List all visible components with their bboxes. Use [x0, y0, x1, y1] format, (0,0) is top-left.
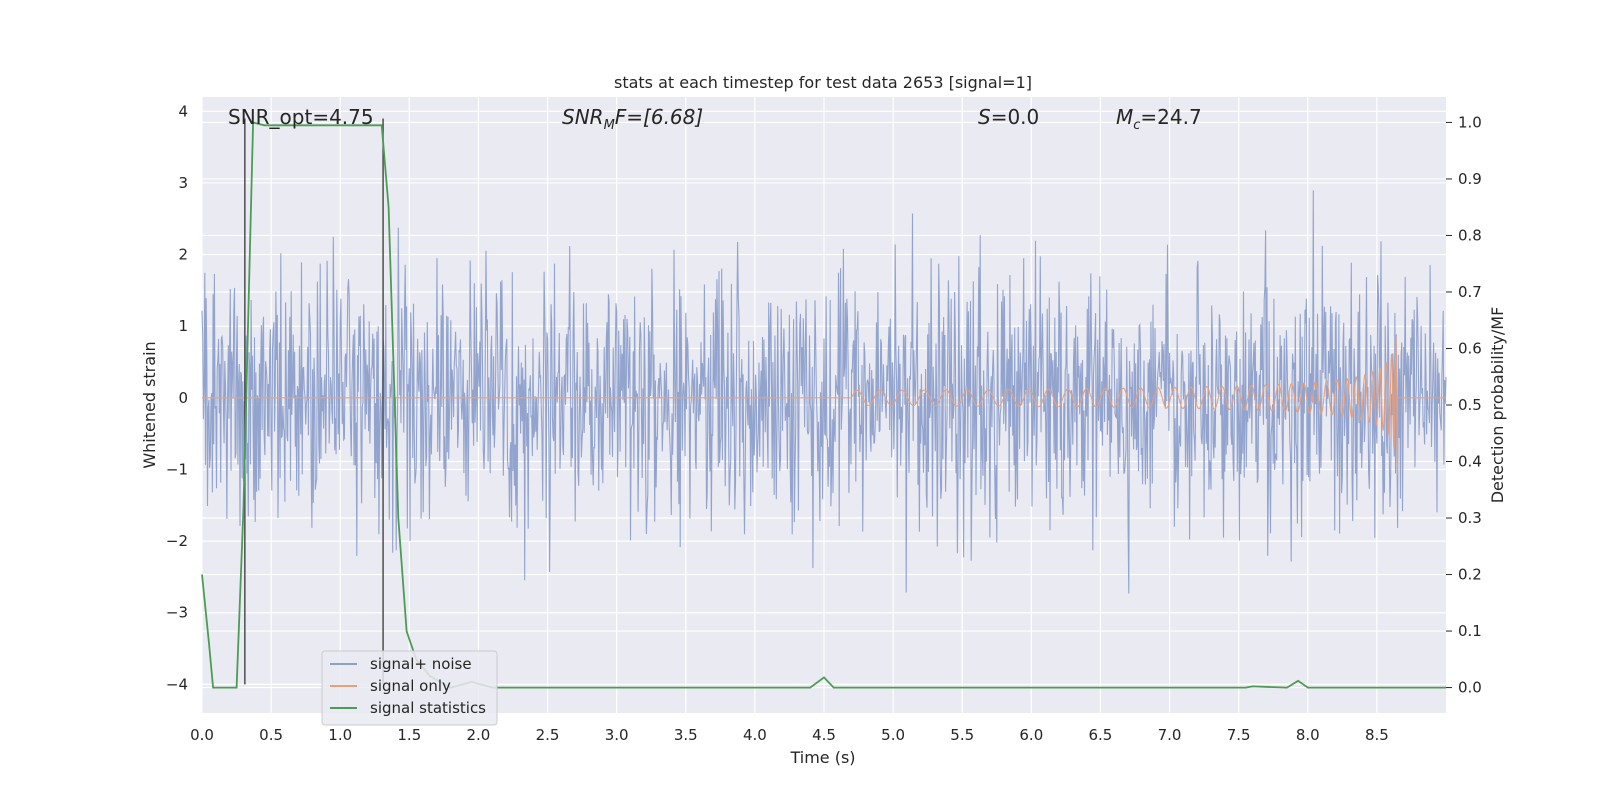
y-right-tick-label: 0.9	[1458, 170, 1482, 188]
annotation-snr-mf: SNRMF=[6.68]	[562, 105, 703, 133]
legend-box	[321, 650, 498, 726]
y-right-tick-label: 0.8	[1458, 226, 1482, 244]
y-right-tick-label: 0.0	[1458, 679, 1482, 697]
y-right-tick-label: 1.0	[1458, 113, 1482, 131]
y-left-tick-label: 4	[178, 102, 188, 120]
annotation-s: S=0.0	[978, 105, 1039, 129]
x-axis-ticks: 0.0 0.5 1.0 1.5 2.0 2.5 3.0 3.5 4.0 4.5 5.0 5.5 6.0 6…	[190, 726, 1389, 744]
y-left-axis-ticks: −4 −3 −2 −1 0 1 2 3 4	[166, 102, 188, 693]
y-left-tick-label: 0	[178, 389, 188, 407]
legend-label-signal: signal only	[370, 677, 451, 695]
vertical-markers	[244, 118, 384, 685]
x-axis-label: Time (s)	[789, 748, 855, 767]
y-right-axis-label: Detection probability/MF	[1488, 307, 1507, 504]
y-left-tick-label: 2	[178, 246, 188, 264]
x-tick-label: 4.5	[812, 726, 836, 744]
y-left-tick-label: 1	[178, 317, 188, 335]
x-tick-label: 2.0	[467, 726, 491, 744]
y-left-tick-label: −3	[166, 604, 188, 622]
y-right-tick-label: 0.3	[1458, 509, 1482, 527]
legend-label-noise: signal+ noise	[370, 655, 472, 673]
noise-series	[201, 190, 1447, 594]
x-tick-label: 4.0	[743, 726, 767, 744]
y-right-tick-label: 0.7	[1458, 283, 1482, 301]
x-tick-label: 1.0	[328, 726, 352, 744]
x-tick-label: 8.5	[1365, 726, 1389, 744]
y-right-axis-ticks: 0.0 0.1 0.2 0.3 0.4 0.5 0.6 0.7 0.8 0.9 1.0	[1446, 113, 1482, 697]
x-tick-label: 1.5	[397, 726, 421, 744]
x-tick-label: 3.0	[605, 726, 629, 744]
annotation-mc: Mc=24.7	[1116, 105, 1202, 133]
x-tick-label: 7.5	[1227, 726, 1251, 744]
y-right-tick-label: 0.2	[1458, 566, 1482, 584]
y-right-tick-label: 0.1	[1458, 622, 1482, 640]
chart-title: stats at each timestep for test data 265…	[614, 73, 1032, 92]
y-left-tick-label: 3	[178, 174, 188, 192]
x-tick-label: 8.0	[1296, 726, 1320, 744]
signal-line	[202, 336, 1446, 475]
x-tick-label: 0.5	[259, 726, 283, 744]
legend-label-statistics: signal statistics	[370, 699, 486, 717]
y-right-tick-label: 0.6	[1458, 339, 1482, 357]
x-tick-label: 6.0	[1019, 726, 1043, 744]
x-tick-label: 0.0	[190, 726, 214, 744]
annotation-snr-opt: SNR_opt=4.75	[228, 105, 374, 129]
x-tick-label: 6.5	[1089, 726, 1113, 744]
x-tick-label: 5.5	[950, 726, 974, 744]
y-left-axis-label: Whitened strain	[140, 341, 159, 468]
noise-line	[201, 190, 1447, 594]
signal-series	[202, 336, 1446, 475]
x-tick-label: 7.0	[1158, 726, 1182, 744]
x-tick-label: 3.5	[674, 726, 698, 744]
y-left-tick-label: −2	[166, 532, 188, 550]
x-tick-label: 5.0	[881, 726, 905, 744]
y-right-tick-label: 0.4	[1458, 453, 1482, 471]
y-left-tick-label: −1	[166, 460, 188, 478]
x-tick-label: 2.5	[536, 726, 560, 744]
y-left-tick-label: −4	[166, 675, 188, 693]
legend: signal+ noise signal only signal statist…	[321, 650, 498, 726]
y-right-tick-label: 0.5	[1458, 396, 1482, 414]
